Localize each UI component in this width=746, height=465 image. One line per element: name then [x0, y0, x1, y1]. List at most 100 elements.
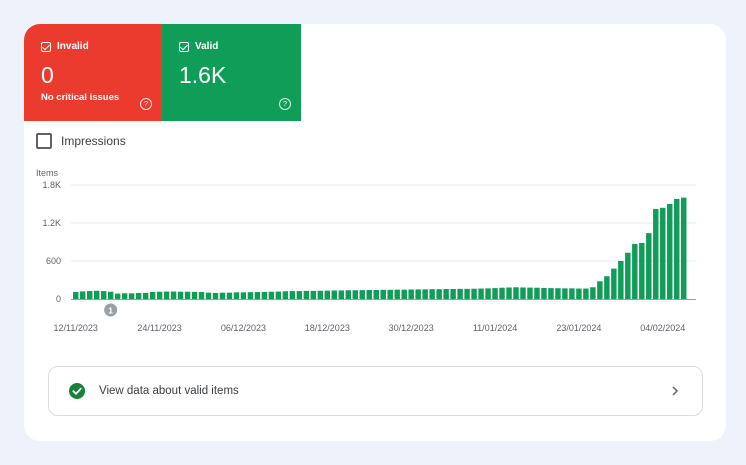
invalid-checkbox-icon[interactable] — [41, 41, 51, 52]
x-tick-label: 24/11/2023 — [137, 323, 181, 333]
bar — [135, 292, 142, 299]
bar — [506, 287, 512, 299]
bar — [464, 288, 470, 299]
bar — [177, 291, 184, 299]
bar — [625, 252, 631, 299]
bar — [170, 291, 177, 299]
bar — [128, 293, 135, 299]
valid-tile[interactable]: Valid 1.6K ? — [162, 24, 301, 121]
bar — [492, 288, 498, 299]
bar — [597, 281, 603, 299]
valid-header: Valid — [179, 41, 218, 52]
bar — [653, 209, 659, 299]
bar — [499, 287, 505, 299]
invalid-tile[interactable]: Invalid 0 No critical issues ? — [24, 24, 162, 121]
index-report-card: Invalid 0 No critical issues ? Valid 1.6… — [24, 24, 726, 441]
invalid-count: 0 — [41, 62, 54, 88]
bar — [226, 292, 233, 299]
x-tick-label: 18/12/2023 — [305, 323, 350, 333]
bar — [366, 290, 372, 299]
bar — [191, 291, 198, 299]
bar — [394, 289, 400, 299]
bar — [359, 290, 365, 299]
items-bar-chart: Items 0 600 1.2K 1.8K 12/11/2023 24/11/2023 06/… — [36, 168, 696, 333]
impressions-label: Impressions — [61, 134, 126, 148]
bar — [275, 291, 282, 299]
bar — [562, 288, 568, 299]
bar — [163, 291, 170, 299]
x-tick-label: 06/12/2023 — [221, 323, 266, 333]
valid-count: 1.6K — [179, 62, 227, 88]
bar — [590, 287, 596, 299]
bar — [296, 291, 303, 299]
bar — [247, 292, 254, 299]
valid-help-icon[interactable]: ? — [279, 98, 291, 110]
bar — [156, 291, 163, 299]
bar — [646, 233, 652, 299]
bar — [149, 292, 156, 299]
bar — [639, 242, 645, 299]
bar — [79, 291, 86, 299]
bar — [618, 261, 624, 299]
bar — [548, 288, 554, 299]
view-valid-items-row[interactable]: View data about valid items — [48, 366, 703, 416]
bar — [541, 287, 547, 299]
bar — [331, 290, 338, 299]
bar — [408, 289, 414, 299]
x-tick-label: 30/12/2023 — [389, 323, 434, 333]
bar — [205, 292, 212, 299]
annotation-label: 1 — [108, 306, 113, 316]
bar — [576, 288, 582, 299]
bar — [240, 292, 247, 299]
invalid-header: Invalid — [41, 41, 89, 52]
bar — [184, 291, 191, 299]
x-tick-label: 11/01/2024 — [473, 323, 517, 333]
bar — [667, 204, 673, 299]
bar — [429, 289, 435, 299]
bar — [583, 288, 589, 299]
bar — [114, 293, 121, 299]
bar — [317, 290, 324, 299]
bar — [387, 289, 393, 299]
bar — [555, 288, 561, 299]
impressions-checkbox[interactable] — [36, 133, 52, 149]
bar — [604, 276, 610, 299]
y-axis-title: Items — [36, 168, 59, 178]
bar — [338, 290, 345, 299]
bar — [471, 288, 477, 299]
invalid-label: Invalid — [57, 41, 89, 52]
bar — [100, 291, 107, 299]
annotation-marker — [104, 303, 118, 317]
bar — [198, 292, 205, 299]
bar — [219, 292, 226, 299]
bar — [345, 290, 352, 299]
bar — [93, 290, 100, 299]
y-tick-label: 1.8K — [42, 180, 61, 190]
bar — [352, 290, 358, 299]
bar — [632, 243, 638, 299]
bar — [478, 288, 484, 299]
bar — [282, 291, 289, 299]
bar — [450, 288, 456, 299]
chevron-right-icon — [672, 386, 679, 396]
bar — [527, 287, 533, 299]
invalid-help-icon[interactable]: ? — [140, 98, 152, 110]
bar — [254, 292, 261, 299]
y-tick-label: 600 — [46, 256, 61, 266]
valid-label: Valid — [195, 41, 219, 52]
bar — [86, 291, 93, 299]
y-tick-label: 1.2K — [42, 218, 61, 228]
bar — [289, 291, 296, 299]
bar — [674, 198, 680, 299]
bar — [520, 287, 526, 299]
bar — [107, 291, 114, 299]
bar — [611, 268, 617, 299]
valid-checkbox-icon[interactable] — [179, 41, 189, 52]
bar — [324, 290, 331, 299]
bar — [513, 287, 519, 299]
bar — [310, 290, 317, 299]
view-valid-items-label: View data about valid items — [99, 385, 239, 397]
bar — [534, 287, 540, 299]
impressions-toggle[interactable]: Impressions — [36, 133, 126, 149]
bar — [142, 292, 149, 299]
